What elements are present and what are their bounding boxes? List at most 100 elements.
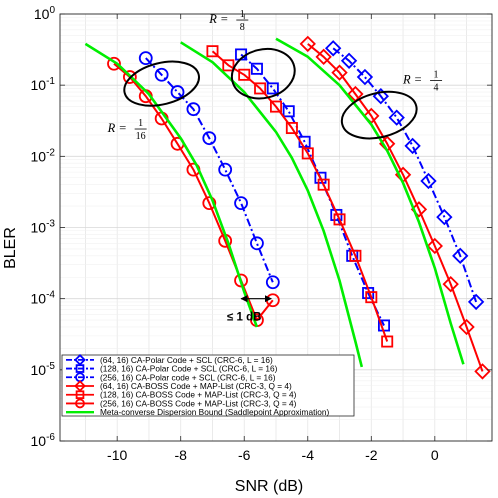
data-point-square — [238, 68, 251, 81]
data-point-square — [381, 335, 394, 348]
x-tick-label: -2 — [365, 447, 378, 463]
series-4 — [206, 45, 394, 348]
rate-label-numerator: 1 — [240, 9, 245, 20]
data-point-square — [75, 364, 85, 373]
data-point-square — [266, 82, 279, 95]
data-point-circle — [250, 236, 264, 251]
series-line — [307, 43, 484, 372]
data-point-diamond — [331, 64, 348, 81]
x-tick-label: 0 — [431, 447, 439, 463]
series-line — [84, 42, 259, 328]
data-point-diamond — [474, 363, 491, 380]
data-point-square — [75, 390, 85, 400]
data-point-circle — [234, 273, 248, 288]
data-point-diamond — [442, 275, 459, 293]
data-point-square — [254, 82, 267, 95]
series-2 — [138, 51, 280, 290]
y-tick-label: 10-2 — [31, 147, 56, 164]
data-point-square — [317, 178, 330, 191]
legend-label: (128, 16) CA-Polar Code + SCL (CRC-6, L … — [100, 364, 278, 374]
rate-label-denominator: 4 — [434, 83, 439, 94]
x-tick-label: -6 — [238, 447, 251, 463]
data-point-circle — [122, 70, 137, 84]
data-point-circle — [202, 131, 217, 146]
rate-ellipse — [340, 90, 418, 140]
data-point-square — [222, 59, 235, 72]
series-line — [275, 37, 465, 365]
legend-label: (64, 16) CA-Polar Code + SCL (CRC-6, L =… — [100, 355, 273, 365]
data-point-diamond — [315, 48, 332, 66]
data-point-square — [285, 122, 298, 135]
series-line — [145, 57, 274, 283]
data-point-square — [269, 100, 282, 113]
data-point-square — [314, 171, 327, 184]
legend-label: (128, 16) CA-BOSS Code + MAP-List (CRC-3… — [100, 390, 297, 400]
rate-label: R = 1 4 — [402, 70, 443, 94]
data-point-diamond — [404, 137, 421, 155]
data-point-diamond — [426, 237, 443, 255]
x-tick-label: -4 — [302, 447, 315, 463]
data-point-square — [301, 147, 314, 160]
series-line — [180, 41, 364, 368]
data-point-diamond — [410, 201, 428, 218]
rate-label-denominator: 16 — [136, 131, 146, 142]
x-tick-label: -8 — [174, 447, 187, 463]
data-point-circle — [154, 67, 169, 82]
data-point-diamond — [436, 208, 453, 226]
data-point-diamond — [467, 293, 485, 311]
gap-label: ≤ 1 dB — [227, 312, 261, 324]
data-point-diamond — [340, 52, 358, 69]
data-point-circle — [186, 102, 201, 117]
rate-label: R = 1 16 — [107, 118, 147, 142]
data-point-square — [282, 105, 295, 118]
y-tick-label: 10-5 — [31, 361, 56, 378]
rate-ellipse — [230, 47, 296, 100]
axes-layer: -10 -8 -6 -4 -2 0 100 10-1 10-2 10-3 10-4 10-5 10-6 — [31, 5, 493, 463]
data-point-square — [333, 213, 346, 226]
data-point-diamond — [420, 172, 437, 190]
data-point-diamond — [299, 35, 316, 53]
annotation-layer: R = 1 16 R = 1 8 R = 1 4 ≤ 1 dB — [107, 9, 443, 324]
rate-label: R = 1 8 — [208, 9, 249, 33]
data-point-square — [365, 291, 378, 304]
data-point-circle — [170, 85, 185, 99]
y-tick-label: 10-3 — [31, 219, 56, 236]
legend-label: (64, 16) CA-BOSS Code + MAP-List (CRC-3,… — [100, 381, 292, 391]
data-point-circle — [265, 275, 280, 290]
data-point-circle — [138, 51, 153, 66]
data-point-square — [206, 45, 219, 58]
data-point-circle — [75, 398, 85, 409]
series-0 — [325, 40, 485, 311]
data-point-diamond — [388, 109, 405, 126]
y-tick-label: 10-4 — [31, 290, 56, 307]
rate-label-numerator: 1 — [138, 118, 143, 129]
legend-box — [61, 354, 355, 417]
data-point-diamond — [452, 247, 469, 264]
rate-label-numerator: 1 — [434, 70, 439, 81]
data-point-circle — [107, 56, 121, 71]
data-point-square — [349, 249, 362, 262]
legend-label: (256, 16) CA-BOSS Code + MAP-List (CRC-3… — [100, 398, 297, 408]
legend-item: (128, 16) CA-BOSS Code + MAP-List (CRC-3… — [66, 390, 297, 400]
legend: (64, 16) CA-Polar Code + SCL (CRC-6, L =… — [61, 353, 355, 417]
y-axis-title: BLER — [2, 227, 19, 269]
x-axis-title: SNR (dB) — [235, 478, 303, 495]
rate-label-lhs: R = — [107, 121, 127, 135]
legend-item: Meta-converse Dispersion Bound (Saddlepo… — [66, 407, 329, 417]
legend-label: Meta-converse Dispersion Bound (Saddlepo… — [100, 407, 329, 417]
series-line — [211, 50, 389, 342]
y-tick-label: 10-1 — [31, 76, 56, 93]
legend-label: (256, 16) CA-Polar code + SCL (CRC-6, L … — [100, 372, 276, 382]
data-point-diamond — [458, 318, 475, 336]
data-point-diamond — [325, 40, 342, 57]
data-point-diamond — [356, 68, 374, 86]
data-point-circle — [234, 196, 248, 211]
series-line — [332, 47, 478, 303]
rate-label-lhs: R = — [402, 73, 422, 87]
series-layer — [84, 35, 491, 380]
data-point-square — [250, 62, 263, 75]
data-point-circle — [218, 162, 233, 177]
rate-ellipse — [123, 60, 200, 107]
y-tick-label: 100 — [34, 5, 56, 22]
